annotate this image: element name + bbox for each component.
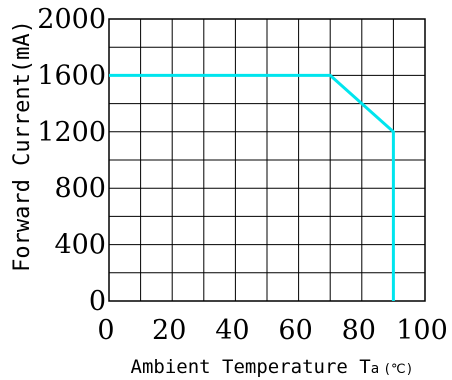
x-tick-label: 100 (396, 315, 448, 346)
grid (109, 19, 425, 301)
y-tick-label: 800 (54, 173, 106, 204)
y-tick-label: 1600 (37, 60, 106, 91)
x-tick-label: 60 (278, 315, 312, 346)
x-tick-label: 0 (97, 315, 114, 346)
x-axis-title-unit: (℃) (383, 362, 413, 377)
y-axis-title: Forward Current(mA) (10, 20, 35, 272)
y-tick-label: 1200 (37, 117, 106, 148)
x-tick-label: 80 (342, 315, 376, 346)
x-axis-title-subscript: a (371, 361, 379, 377)
y-tick-label: 400 (54, 230, 106, 261)
plot-frame (108, 18, 426, 302)
y-tick-label: 2000 (37, 4, 106, 35)
y-tick-labels: 0 400 800 1200 1600 2000 (37, 4, 106, 317)
series-line (109, 73, 395, 301)
x-tick-label: 40 (215, 315, 249, 346)
x-tick-label: 20 (152, 315, 186, 346)
y-tick-label: 0 (89, 286, 106, 317)
x-axis-title-main: Ambient Temperature T (131, 356, 371, 378)
x-axis-title: Ambient Temperature Ta (℃) (131, 356, 414, 378)
x-tick-labels: 0 20 40 60 80 100 (97, 315, 447, 346)
